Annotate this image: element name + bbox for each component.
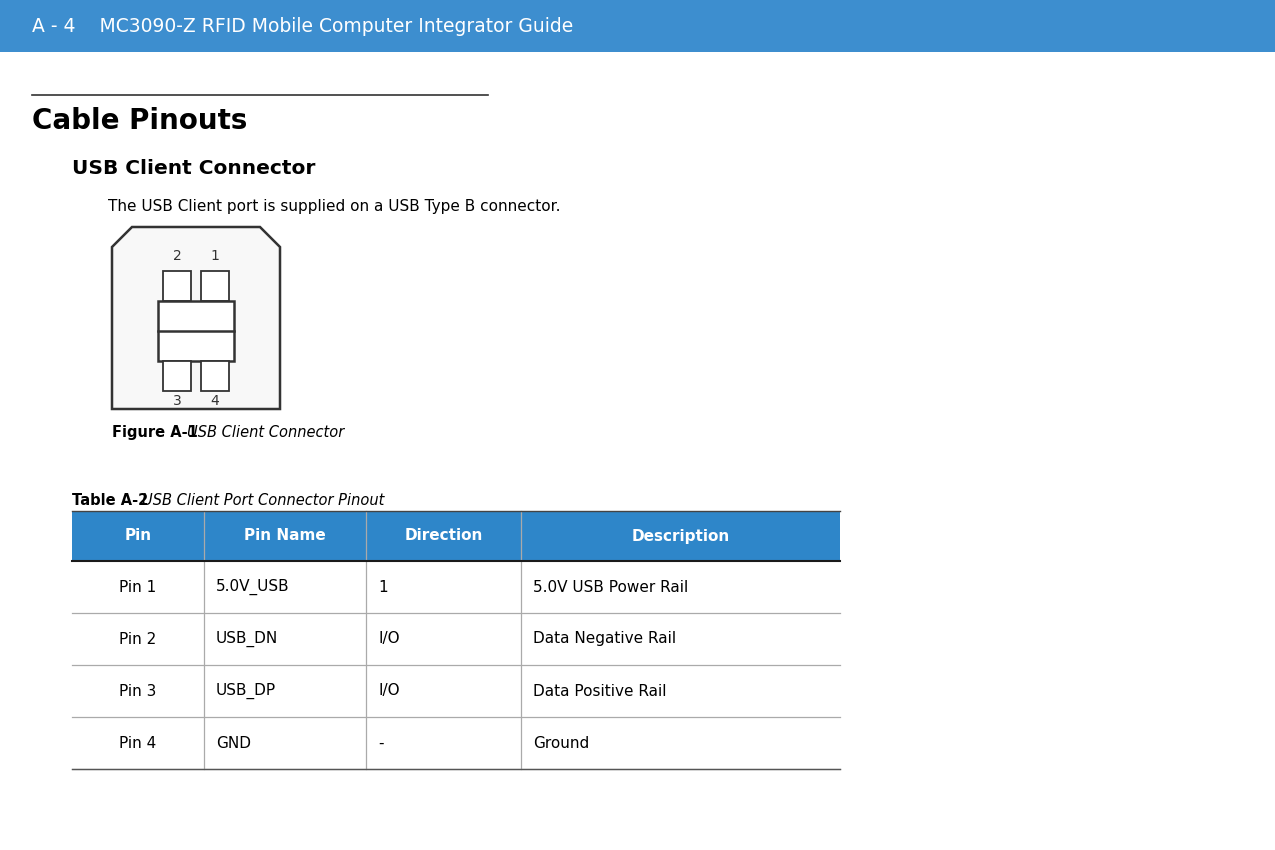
Bar [71,717,840,769]
Text: Cable Pinouts: Cable Pinouts [32,107,247,135]
Text: 1: 1 [377,580,388,594]
Bar [201,361,229,391]
Text: I/O: I/O [377,632,399,647]
Text: The USB Client port is supplied on a USB Type B connector.: The USB Client port is supplied on a USB… [108,199,561,214]
Bar [71,511,840,561]
Text: 5.0V USB Power Rail: 5.0V USB Power Rail [533,580,688,594]
Text: USB_DN: USB_DN [215,631,278,647]
Text: A - 4    MC3090-Z RFID Mobile Computer Integrator Guide: A - 4 MC3090-Z RFID Mobile Computer Inte… [32,16,574,36]
Bar [71,665,840,717]
Text: Description: Description [631,529,729,543]
Text: Ground: Ground [533,735,589,751]
Text: USB Client Port Connector Pinout: USB Client Port Connector Pinout [142,493,384,508]
Bar [158,301,235,361]
Bar [71,561,840,613]
Text: 3: 3 [172,394,181,408]
Text: 5.0V_USB: 5.0V_USB [215,579,289,595]
Text: Pin 1: Pin 1 [120,580,157,594]
Text: Table A-2: Table A-2 [71,493,148,508]
Polygon shape [112,227,280,409]
Bar [71,613,840,665]
Text: 2: 2 [172,249,181,263]
Text: USB Client Connector: USB Client Connector [71,159,315,178]
Text: Data Negative Rail: Data Negative Rail [533,632,676,647]
Text: Pin 3: Pin 3 [120,683,157,699]
Text: Figure A-1: Figure A-1 [112,425,198,440]
Text: I/O: I/O [377,683,399,699]
Text: Data Positive Rail: Data Positive Rail [533,683,667,699]
Text: Pin 4: Pin 4 [120,735,157,751]
Text: 1: 1 [210,249,219,263]
Text: Pin 2: Pin 2 [120,632,157,647]
Text: Pin Name: Pin Name [244,529,326,543]
Text: 4: 4 [210,394,219,408]
Text: Direction: Direction [404,529,483,543]
Bar [201,271,229,301]
Text: USB Client Connector: USB Client Connector [187,425,344,440]
Text: -: - [377,735,384,751]
Text: USB_DP: USB_DP [215,683,277,699]
Bar [163,361,191,391]
Text: Pin: Pin [125,529,152,543]
Text: GND: GND [215,735,251,751]
Bar [163,271,191,301]
Bar [0,0,1275,52]
